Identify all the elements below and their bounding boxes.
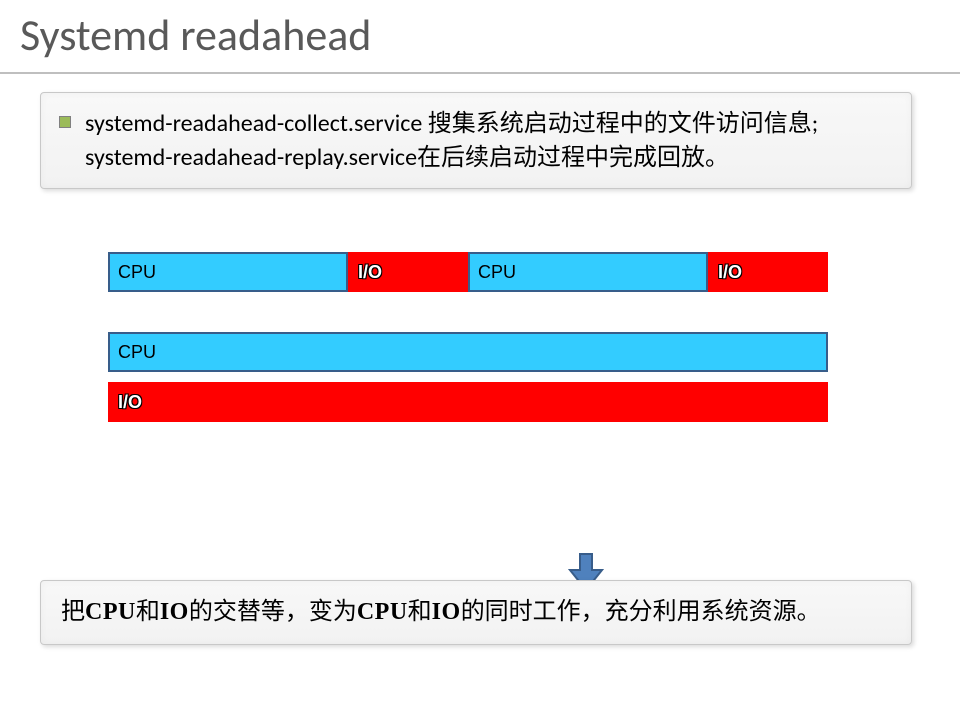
title-divider bbox=[0, 72, 960, 74]
row-sequential: CPU I/O CPU I/O bbox=[108, 252, 828, 292]
seg-cpu1: CPU bbox=[108, 252, 348, 292]
description-box: systemd-readahead-collect.service 搜集系统启动… bbox=[40, 92, 912, 189]
seg-cpu2: CPU bbox=[468, 252, 708, 292]
row-parallel-cpu: CPU bbox=[108, 332, 828, 372]
bullet-icon bbox=[59, 116, 71, 128]
seg-io2: I/O bbox=[708, 252, 828, 292]
summary-box: 把CPU和IO的交替等，变为CPU和IO的同时工作，充分利用系统资源。 bbox=[40, 580, 912, 645]
seg-io-full: I/O bbox=[108, 382, 828, 422]
row-parallel-io: I/O bbox=[108, 382, 828, 422]
description-text: systemd-readahead-collect.service 搜集系统启动… bbox=[85, 109, 818, 172]
slide-title: Systemd readahead bbox=[20, 8, 371, 62]
summary-text: 把CPU和IO的交替等，变为CPU和IO的同时工作，充分利用系统资源。 bbox=[61, 597, 821, 626]
timing-diagram: CPU I/O CPU I/O CPU I/O bbox=[108, 252, 828, 422]
seg-io1: I/O bbox=[348, 252, 468, 292]
seg-cpu-full: CPU bbox=[108, 332, 828, 372]
